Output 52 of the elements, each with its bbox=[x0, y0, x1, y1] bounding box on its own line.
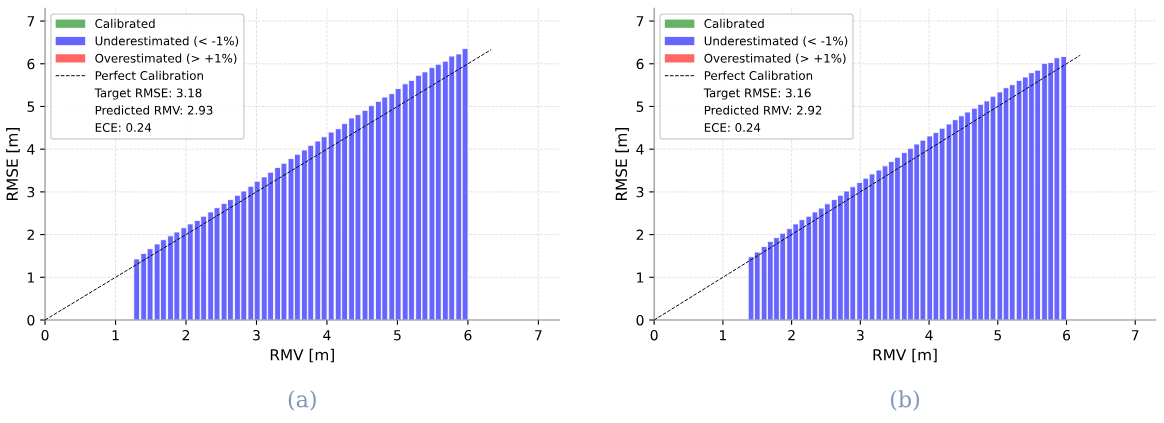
x-tick-label: 3 bbox=[253, 329, 260, 341]
y-tick-label: 1 bbox=[637, 272, 644, 283]
y-axis-title: RMSE [m] bbox=[6, 128, 20, 201]
y-tick-label: 0 bbox=[636, 314, 644, 326]
x-tick-label: 7 bbox=[1131, 330, 1139, 341]
y-tick-label: 1 bbox=[28, 272, 35, 283]
x-axis-title: RMV [m] bbox=[270, 348, 334, 363]
legend-label: Overestimated (> +1%) bbox=[95, 53, 237, 65]
legend-label: Overestimated (> +1%) bbox=[704, 53, 846, 65]
y-tick-label: 4 bbox=[27, 144, 35, 155]
x-tick-label: 1 bbox=[720, 330, 727, 341]
x-tick-label: 6 bbox=[464, 329, 472, 341]
x-tick-label: 4 bbox=[925, 330, 933, 341]
x-tick-label: 2 bbox=[788, 329, 795, 341]
annotation: Predicted RMV: 2.92 bbox=[704, 105, 822, 115]
y-tick-label: 0 bbox=[27, 314, 35, 326]
annotation: Predicted RMV: 2.93 bbox=[95, 105, 213, 115]
annotation: Target RMSE: 3.16 bbox=[703, 88, 811, 100]
y-axis-title: RMSE [m] bbox=[615, 128, 629, 201]
x-tick-label: 4 bbox=[323, 330, 331, 341]
x-tick-label: 5 bbox=[394, 330, 401, 341]
legend-label: Perfect Calibration bbox=[95, 70, 203, 80]
legend-label: Calibrated bbox=[95, 18, 155, 29]
x-tick-label: 3 bbox=[856, 329, 864, 341]
x-tick-label: 7 bbox=[535, 330, 542, 341]
x-tick-label: 0 bbox=[650, 329, 658, 341]
y-tick-label: 5 bbox=[27, 101, 35, 112]
x-tick-label: 5 bbox=[994, 330, 1001, 341]
y-tick-label: 3 bbox=[636, 186, 644, 198]
x-tick-label: 2 bbox=[182, 329, 190, 341]
annotation: ECE: 0.24 bbox=[704, 123, 761, 132]
y-tick-label: 6 bbox=[636, 58, 644, 70]
annotation: ECE: 0.24 bbox=[95, 123, 152, 132]
text: (a) bbox=[288, 390, 316, 411]
y-tick-label: 7 bbox=[27, 16, 35, 27]
text: (b) bbox=[890, 390, 920, 411]
x-tick-label: 0 bbox=[41, 329, 49, 341]
x-tick-label: 6 bbox=[1063, 329, 1071, 341]
y-tick-label: 6 bbox=[27, 58, 35, 70]
legend-label: Perfect Calibration bbox=[704, 70, 813, 80]
x-tick-label: 1 bbox=[112, 330, 119, 341]
legend-label: Calibrated bbox=[704, 18, 764, 29]
y-tick-label: 2 bbox=[636, 229, 644, 240]
y-tick-label: 4 bbox=[636, 144, 644, 155]
legend-label: Underestimated (< -1%) bbox=[95, 36, 239, 47]
y-tick-label: 7 bbox=[636, 16, 644, 27]
y-tick-label: 2 bbox=[27, 229, 34, 240]
y-tick-label: 3 bbox=[27, 186, 35, 198]
legend-label: Underestimated (< -1%) bbox=[704, 36, 848, 47]
x-axis-title: RMV [m] bbox=[873, 348, 937, 363]
y-tick-label: 5 bbox=[636, 101, 644, 112]
annotation: Target RMSE: 3.18 bbox=[94, 88, 202, 100]
